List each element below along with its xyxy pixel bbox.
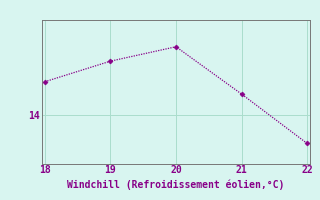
X-axis label: Windchill (Refroidissement éolien,°C): Windchill (Refroidissement éolien,°C) [67, 180, 285, 190]
